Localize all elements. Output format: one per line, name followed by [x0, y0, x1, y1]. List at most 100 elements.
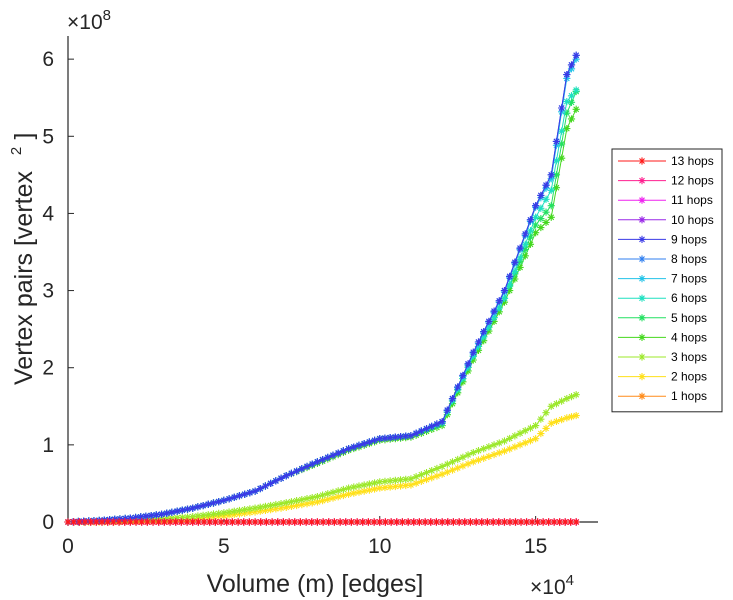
data-point	[396, 482, 405, 490]
data-point	[526, 233, 535, 241]
data-point	[370, 436, 379, 444]
data-point	[572, 411, 580, 420]
data-point	[370, 518, 378, 526]
data-point	[189, 513, 197, 521]
data-point	[381, 518, 390, 526]
data-point	[308, 493, 316, 502]
data-point	[532, 221, 540, 229]
data-point	[396, 476, 405, 484]
data-point	[267, 479, 275, 488]
data-point	[272, 505, 280, 513]
x-tick-label: 15	[524, 535, 547, 558]
data-point	[500, 447, 509, 455]
data-point	[92, 518, 100, 526]
data-point	[464, 451, 472, 459]
data-point	[325, 518, 333, 526]
data-point	[178, 506, 186, 514]
data-point	[282, 472, 290, 480]
data-point	[339, 447, 347, 455]
data-point	[215, 498, 223, 506]
data-point	[336, 518, 344, 526]
data-point	[558, 416, 566, 424]
legend-item: 3 hops	[618, 350, 707, 364]
x-exponent-label: ×104	[530, 572, 574, 599]
x-tick-label: 10	[368, 535, 391, 558]
data-point	[511, 275, 519, 283]
data-point	[287, 469, 296, 477]
data-point	[412, 473, 420, 481]
data-point	[194, 512, 202, 520]
data-point	[256, 503, 264, 511]
data-point	[521, 230, 529, 238]
data-point	[547, 171, 555, 179]
y-axis-label-close: ]	[10, 133, 38, 140]
data-point	[547, 175, 555, 183]
data-point	[230, 493, 238, 501]
data-point	[495, 308, 503, 316]
legend-item: 7 hops	[618, 272, 707, 286]
data-point	[319, 456, 327, 464]
data-point	[544, 518, 553, 526]
data-point	[319, 518, 327, 526]
data-point	[334, 487, 342, 495]
data-point	[500, 294, 509, 302]
data-point	[567, 98, 576, 106]
data-point	[511, 443, 519, 451]
data-point	[137, 513, 145, 521]
legend-item: 2 hops	[618, 370, 707, 384]
data-point	[438, 518, 446, 526]
data-point	[558, 104, 566, 112]
data-point	[563, 414, 571, 422]
legend-item: 12 hops	[618, 174, 714, 188]
data-point	[539, 518, 547, 526]
data-point	[563, 74, 571, 83]
data-point	[324, 490, 332, 498]
data-point	[480, 328, 488, 336]
data-point	[387, 518, 395, 526]
data-point	[274, 518, 282, 526]
data-point	[319, 497, 327, 505]
legend-marker	[638, 177, 646, 185]
data-point	[163, 514, 171, 523]
data-point	[199, 501, 207, 510]
legend-marker	[638, 275, 646, 283]
data-point	[228, 518, 236, 526]
data-point	[347, 518, 356, 526]
data-point	[469, 348, 477, 356]
y-tick-label: 3	[42, 280, 54, 303]
data-point	[417, 471, 425, 479]
data-point	[168, 514, 176, 522]
data-point	[404, 518, 412, 526]
legend-label: 9 hops	[671, 232, 707, 246]
legend-item: 5 hops	[618, 311, 707, 325]
data-point	[443, 460, 451, 468]
data-point	[490, 441, 498, 449]
y-axis-label: Vertex pairs [vertex	[10, 171, 38, 385]
data-point	[251, 487, 259, 495]
data-point	[138, 518, 146, 526]
data-point	[474, 338, 483, 346]
data-point	[572, 518, 580, 526]
data-point	[480, 337, 488, 345]
legend-label: 3 hops	[671, 350, 707, 364]
legend-marker	[638, 353, 646, 361]
data-point	[121, 518, 129, 526]
data-point	[521, 245, 529, 254]
data-point	[303, 462, 311, 471]
data-point	[365, 438, 373, 446]
data-point	[526, 227, 535, 235]
data-point	[537, 223, 545, 232]
legend-marker	[638, 235, 646, 243]
data-point	[506, 445, 514, 453]
data-point	[95, 516, 103, 525]
legend-marker	[638, 216, 646, 224]
data-point	[293, 497, 301, 505]
data-point	[386, 477, 394, 485]
data-point	[506, 434, 514, 443]
data-point	[298, 501, 306, 509]
data-point	[81, 518, 89, 526]
data-point	[177, 518, 185, 526]
legend-marker	[638, 294, 646, 302]
data-point	[449, 518, 458, 526]
